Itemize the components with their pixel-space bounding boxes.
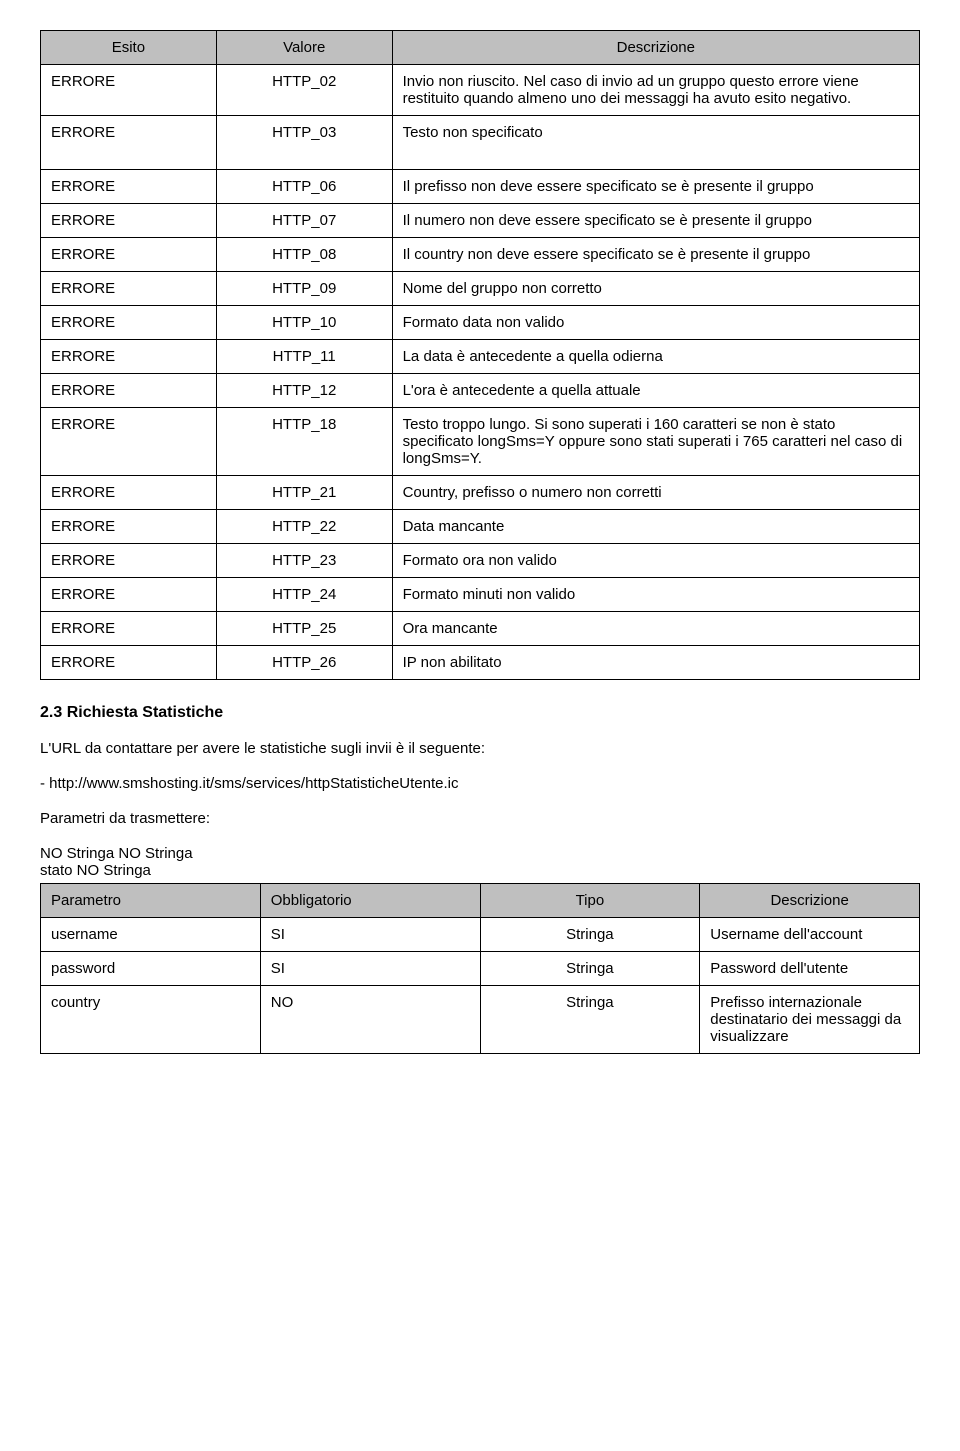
cell-obbligatorio: NO [260, 986, 480, 1054]
section-text-misc1: NO Stringa NO Stringa [40, 845, 920, 862]
table-row: ERROREHTTP_02Invio non riuscito. Nel cas… [41, 65, 920, 116]
section-text-misc2: stato NO Stringa [40, 862, 920, 879]
cell-descrizione: Invio non riuscito. Nel caso di invio ad… [392, 65, 919, 116]
cell-descrizione: Il numero non deve essere specificato se… [392, 204, 919, 238]
table-row: ERROREHTTP_11La data è antecedente a que… [41, 340, 920, 374]
cell-esito: ERRORE [41, 374, 217, 408]
cell-parametro: country [41, 986, 261, 1054]
cell-valore: HTTP_03 [216, 116, 392, 170]
cell-valore: HTTP_09 [216, 272, 392, 306]
section-heading: 2.3 Richiesta Statistiche [40, 704, 920, 722]
table-row: ERROREHTTP_24Formato minuti non valido [41, 578, 920, 612]
table-row: ERROREHTTP_03Testo non specificato [41, 116, 920, 170]
cell-obbligatorio: SI [260, 918, 480, 952]
table-header-row: Esito Valore Descrizione [41, 31, 920, 65]
cell-descrizione: Data mancante [392, 510, 919, 544]
table-row: passwordSIStringaPassword dell'utente [41, 952, 920, 986]
col-header-esito: Esito [41, 31, 217, 65]
section-text-url: - http://www.smshosting.it/sms/services/… [40, 775, 920, 792]
cell-descrizione: Nome del gruppo non corretto [392, 272, 919, 306]
table-header-row: Parametro Obbligatorio Tipo Descrizione [41, 884, 920, 918]
table-row: ERROREHTTP_10Formato data non valido [41, 306, 920, 340]
cell-obbligatorio: SI [260, 952, 480, 986]
table-row: ERROREHTTP_09Nome del gruppo non corrett… [41, 272, 920, 306]
cell-esito: ERRORE [41, 272, 217, 306]
table-row: ERROREHTTP_25Ora mancante [41, 612, 920, 646]
cell-esito: ERRORE [41, 238, 217, 272]
cell-tipo: Stringa [480, 918, 700, 952]
cell-descrizione: L'ora è antecedente a quella attuale [392, 374, 919, 408]
cell-esito: ERRORE [41, 65, 217, 116]
cell-esito: ERRORE [41, 170, 217, 204]
cell-valore: HTTP_26 [216, 646, 392, 680]
cell-esito: ERRORE [41, 476, 217, 510]
cell-descrizione: Country, prefisso o numero non corretti [392, 476, 919, 510]
cell-tipo: Stringa [480, 952, 700, 986]
cell-parametro: password [41, 952, 261, 986]
cell-valore: HTTP_06 [216, 170, 392, 204]
cell-descrizione: Testo non specificato [392, 116, 919, 170]
cell-valore: HTTP_24 [216, 578, 392, 612]
cell-valore: HTTP_21 [216, 476, 392, 510]
table-row: countryNOStringaPrefisso internazionale … [41, 986, 920, 1054]
cell-esito: ERRORE [41, 544, 217, 578]
cell-descrizione: Testo troppo lungo. Si sono superati i 1… [392, 408, 919, 476]
cell-parametro: username [41, 918, 261, 952]
cell-descrizione: La data è antecedente a quella odierna [392, 340, 919, 374]
cell-esito: ERRORE [41, 204, 217, 238]
cell-valore: HTTP_02 [216, 65, 392, 116]
table-row: ERROREHTTP_22Data mancante [41, 510, 920, 544]
cell-esito: ERRORE [41, 408, 217, 476]
col-header-obbligatorio: Obbligatorio [260, 884, 480, 918]
col-header-descrizione: Descrizione [392, 31, 919, 65]
parameters-table: Parametro Obbligatorio Tipo Descrizione … [40, 883, 920, 1054]
col-header-parametro: Parametro [41, 884, 261, 918]
cell-valore: HTTP_08 [216, 238, 392, 272]
cell-esito: ERRORE [41, 306, 217, 340]
cell-descrizione: Username dell'account [700, 918, 920, 952]
cell-valore: HTTP_10 [216, 306, 392, 340]
cell-valore: HTTP_18 [216, 408, 392, 476]
cell-esito: ERRORE [41, 578, 217, 612]
cell-descrizione: Ora mancante [392, 612, 919, 646]
cell-descrizione: Formato data non valido [392, 306, 919, 340]
cell-descrizione: IP non abilitato [392, 646, 919, 680]
table-row: ERROREHTTP_26IP non abilitato [41, 646, 920, 680]
table-row: usernameSIStringaUsername dell'account [41, 918, 920, 952]
cell-valore: HTTP_25 [216, 612, 392, 646]
section-text-intro: L'URL da contattare per avere le statist… [40, 740, 920, 757]
cell-valore: HTTP_23 [216, 544, 392, 578]
cell-esito: ERRORE [41, 612, 217, 646]
col-header-valore: Valore [216, 31, 392, 65]
table-row: ERROREHTTP_06Il prefisso non deve essere… [41, 170, 920, 204]
cell-descrizione: Il country non deve essere specificato s… [392, 238, 919, 272]
cell-esito: ERRORE [41, 116, 217, 170]
table-row: ERROREHTTP_12L'ora è antecedente a quell… [41, 374, 920, 408]
cell-tipo: Stringa [480, 986, 700, 1054]
cell-descrizione: Formato minuti non valido [392, 578, 919, 612]
table-row: ERROREHTTP_23Formato ora non valido [41, 544, 920, 578]
cell-descrizione: Password dell'utente [700, 952, 920, 986]
cell-esito: ERRORE [41, 340, 217, 374]
cell-descrizione: Prefisso internazionale destinatario dei… [700, 986, 920, 1054]
cell-valore: HTTP_22 [216, 510, 392, 544]
cell-valore: HTTP_12 [216, 374, 392, 408]
cell-esito: ERRORE [41, 510, 217, 544]
cell-valore: HTTP_07 [216, 204, 392, 238]
table-row: ERROREHTTP_07Il numero non deve essere s… [41, 204, 920, 238]
cell-esito: ERRORE [41, 646, 217, 680]
cell-descrizione: Il prefisso non deve essere specificato … [392, 170, 919, 204]
cell-valore: HTTP_11 [216, 340, 392, 374]
section-text-params: Parametri da trasmettere: [40, 810, 920, 827]
table-row: ERROREHTTP_18Testo troppo lungo. Si sono… [41, 408, 920, 476]
col-header-descrizione: Descrizione [700, 884, 920, 918]
table-row: ERROREHTTP_21Country, prefisso o numero … [41, 476, 920, 510]
cell-descrizione: Formato ora non valido [392, 544, 919, 578]
error-codes-table: Esito Valore Descrizione ERROREHTTP_02In… [40, 30, 920, 680]
col-header-tipo: Tipo [480, 884, 700, 918]
table-row: ERROREHTTP_08Il country non deve essere … [41, 238, 920, 272]
